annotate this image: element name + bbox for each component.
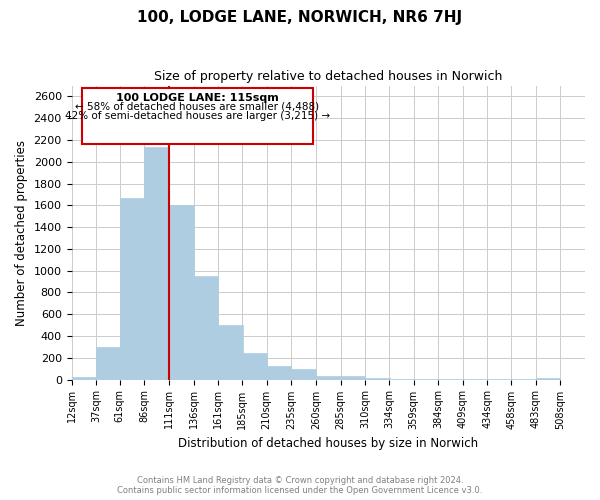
Bar — [96, 348, 121, 380]
Bar — [487, 379, 512, 380]
X-axis label: Distribution of detached houses by size in Norwich: Distribution of detached houses by size … — [178, 437, 478, 450]
Bar — [316, 376, 341, 380]
Bar — [413, 379, 438, 380]
Bar — [218, 324, 243, 380]
Bar — [292, 369, 316, 380]
Y-axis label: Number of detached properties: Number of detached properties — [15, 140, 28, 326]
Bar — [365, 378, 390, 380]
Text: 42% of semi-detached houses are larger (3,215) →: 42% of semi-detached houses are larger (… — [65, 111, 330, 121]
Bar — [242, 353, 266, 380]
Bar — [511, 379, 536, 380]
FancyBboxPatch shape — [82, 88, 313, 144]
Bar — [389, 379, 413, 380]
Bar — [266, 366, 292, 380]
Bar — [463, 379, 487, 380]
Bar — [438, 379, 463, 380]
Title: Size of property relative to detached houses in Norwich: Size of property relative to detached ho… — [154, 70, 502, 83]
Bar — [120, 198, 145, 380]
Bar — [71, 378, 96, 380]
Text: 100 LODGE LANE: 115sqm: 100 LODGE LANE: 115sqm — [116, 93, 279, 103]
Text: Contains HM Land Registry data © Crown copyright and database right 2024.
Contai: Contains HM Land Registry data © Crown c… — [118, 476, 482, 495]
Bar — [536, 378, 560, 380]
Bar — [169, 206, 194, 380]
Bar — [145, 146, 169, 380]
Bar — [194, 276, 218, 380]
Text: 100, LODGE LANE, NORWICH, NR6 7HJ: 100, LODGE LANE, NORWICH, NR6 7HJ — [137, 10, 463, 25]
Text: ← 58% of detached houses are smaller (4,488): ← 58% of detached houses are smaller (4,… — [75, 102, 319, 112]
Bar — [341, 376, 365, 380]
